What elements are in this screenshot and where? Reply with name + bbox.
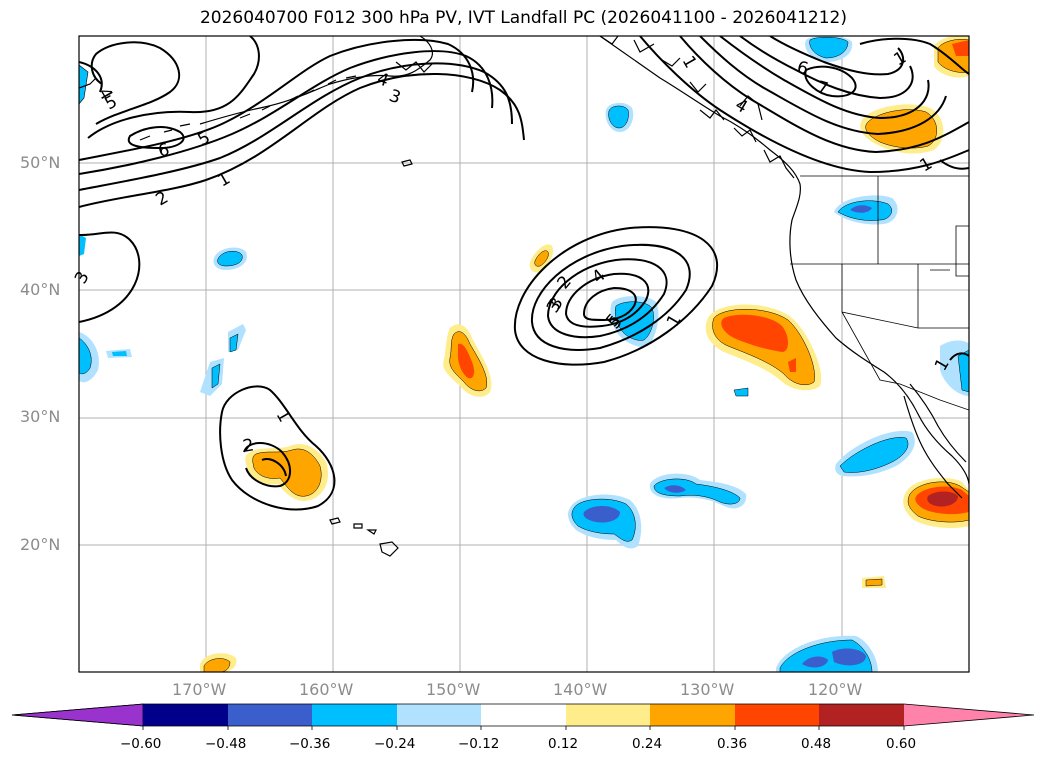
colorbar-segment [650, 704, 735, 726]
contour-label: 1 [215, 169, 234, 192]
lon-label: 120°W [808, 680, 863, 699]
colorbar-tick-label: −0.36 [289, 736, 331, 752]
colorbar-segment [143, 704, 228, 726]
colorbar-segment [819, 704, 904, 726]
colorbar-segment [735, 704, 819, 726]
contour-label: 3 [71, 268, 94, 287]
lat-label: 40°N [20, 280, 61, 299]
contour-label: 1 [891, 48, 910, 71]
lon-label: 130°W [680, 680, 735, 699]
colorbar-tick-label: −0.60 [120, 736, 162, 752]
colorbar-segment [481, 704, 566, 726]
colorbar-tick-label: −0.48 [205, 736, 247, 752]
colorbar-segment [566, 704, 650, 726]
colorbar-segment [228, 704, 312, 726]
shaded-anomalies [79, 36, 969, 672]
contour-label: 1 [917, 154, 936, 177]
colorbar-tick-label: −0.12 [458, 736, 500, 752]
colorbar-segment [312, 704, 397, 726]
contour-label: 3 [386, 86, 403, 108]
colorbar-segment [904, 704, 1034, 726]
colorbar-tick-label: 0.60 [886, 736, 917, 752]
contour-labels: 4 5 6 5 2 1 4 3 3 3 5 4 6 7 1 1 2 3 4 5 … [71, 48, 954, 457]
coastlines [79, 36, 969, 557]
contour-label: 5 [102, 92, 121, 115]
graticule [79, 36, 969, 672]
pv-contours [79, 36, 969, 511]
colorbar [11, 703, 1035, 730]
contour-label: 7 [815, 78, 831, 100]
lon-label: 140°W [553, 680, 608, 699]
lat-label: 50°N [20, 153, 61, 172]
colorbar-segment [397, 704, 481, 726]
lon-label: 170°W [172, 680, 227, 699]
colorbar-tick-label: 0.24 [632, 736, 663, 752]
contour-label: 6 [795, 58, 811, 80]
contour-label: 2 [241, 435, 255, 457]
colorbar-tick-label: −0.24 [374, 736, 416, 752]
contour-label: 6 [156, 140, 172, 162]
contour-label: 1 [272, 407, 295, 426]
lat-label: 30°N [20, 407, 61, 426]
lon-label: 150°W [426, 680, 481, 699]
contour-label: 4 [588, 266, 609, 288]
contour-label: 2 [153, 188, 172, 211]
lat-label: 20°N [20, 535, 61, 554]
map-title: 2026040700 F012 300 hPa PV, IVT Landfall… [199, 8, 847, 28]
contour-label: 4 [732, 95, 751, 118]
colorbar-tick-label: 0.36 [717, 736, 748, 752]
contour-label: 1 [663, 311, 686, 330]
contour-label: 1 [678, 53, 701, 72]
political-borders [790, 175, 969, 411]
map-frame [78, 35, 970, 673]
lon-label: 160°W [299, 680, 354, 699]
colorbar-tick-label: 0.48 [801, 736, 832, 752]
colorbar-segment [11, 703, 144, 727]
colorbar-tick-label: 0.12 [548, 736, 579, 752]
